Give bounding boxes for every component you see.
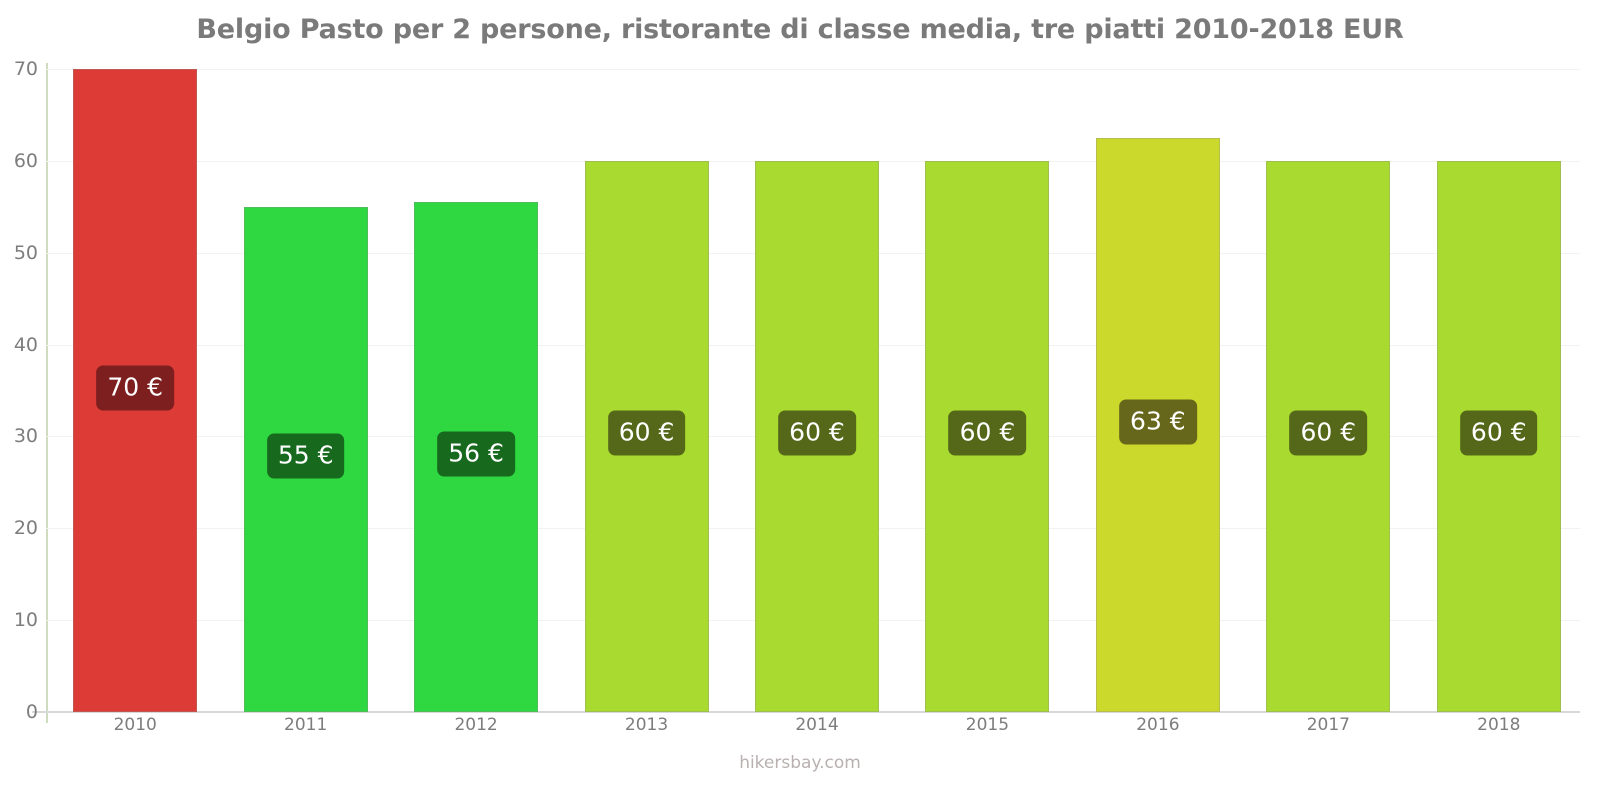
y-tick-label: 10 [13, 609, 38, 632]
y-tick-label: 20 [13, 517, 38, 540]
x-tick-label: 2013 [624, 715, 669, 735]
bar-value-label: 60 € [948, 410, 1027, 456]
x-tick-label: 2018 [1477, 715, 1521, 735]
y-tick-label: 70 [13, 58, 38, 80]
x-tick-label: 2014 [795, 715, 839, 735]
bar-value-label: 63 € [1119, 399, 1197, 445]
x-tick-label: 2012 [454, 715, 498, 735]
y-axis-line [46, 63, 48, 723]
y-tick-label: 30 [13, 425, 38, 448]
y-tick-label: 0 [25, 701, 38, 723]
y-tick-label: 60 [13, 149, 38, 172]
bar-value-label: 60 € [1459, 410, 1538, 456]
x-axis-line [32, 711, 1580, 713]
bar-value-label: 60 € [607, 410, 686, 456]
chart-title: Belgio Pasto per 2 persone, ristorante d… [196, 14, 1404, 45]
x-tick-label: 2016 [1136, 715, 1180, 735]
bar-value-label: 55 € [266, 433, 345, 479]
source-watermark: hikersbay.com [739, 753, 861, 773]
x-tick-label: 2015 [965, 715, 1010, 735]
y-tick-label: 40 [13, 333, 38, 356]
x-tick-label: 2011 [284, 715, 328, 735]
plot-area [46, 69, 1580, 712]
x-tick-label: 2010 [113, 715, 157, 735]
bar-value-label: 60 € [778, 410, 856, 456]
bar[interactable] [243, 206, 368, 712]
y-tick-label: 50 [13, 241, 38, 264]
gridline [46, 69, 1580, 70]
bar-value-label: 60 € [1289, 410, 1368, 456]
x-tick-label: 2017 [1306, 715, 1350, 735]
bar-value-label: 70 € [96, 365, 175, 410]
bar-value-label: 56 € [437, 431, 515, 477]
